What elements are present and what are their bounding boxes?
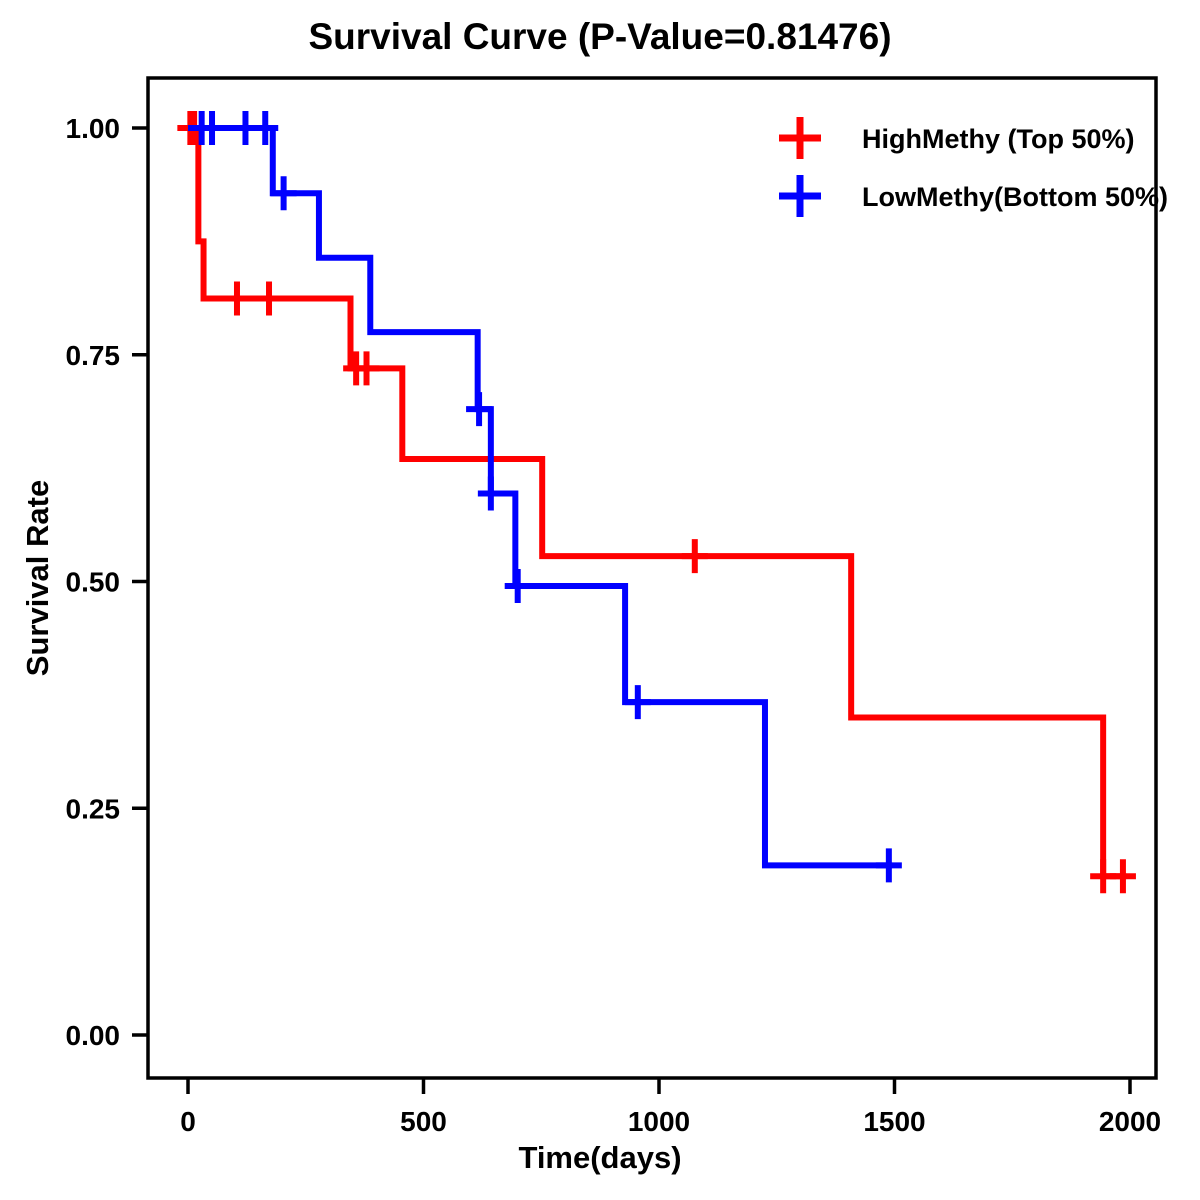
censor-plus-marker <box>256 281 283 316</box>
censor-plus-marker <box>353 351 380 386</box>
page-title: Survival Curve (P-Value=0.81476) <box>308 16 892 57</box>
survival-step-line <box>188 125 1127 880</box>
y-tick-label: 1.00 <box>66 113 121 144</box>
plus-marker-icon <box>779 175 821 217</box>
censor-plus-marker <box>1109 859 1136 894</box>
censor-plus-marker <box>270 176 297 211</box>
y-tick-label: 0.00 <box>66 1020 121 1051</box>
x-axis-title: Time(days) <box>518 1140 682 1175</box>
y-tick-label: 0.50 <box>66 567 121 598</box>
censor-plus-marker <box>466 392 493 427</box>
y-tick-label: 0.75 <box>66 340 121 371</box>
censor-plus-marker <box>199 111 226 145</box>
x-tick-label: 2000 <box>1099 1106 1161 1137</box>
censor-plus-marker <box>624 685 651 720</box>
legend-label: LowMethy(Bottom 50%) <box>862 182 1168 212</box>
legend-label: HighMethy (Top 50%) <box>862 124 1135 154</box>
censor-plus-marker <box>252 111 279 145</box>
x-tick-label: 1500 <box>863 1106 925 1137</box>
chart-legend: HighMethy (Top 50%) LowMethy(Bottom 50%) <box>779 117 1168 217</box>
y-tick-label: 0.25 <box>66 793 121 824</box>
censor-plus-marker <box>875 848 902 883</box>
censor-plus-marker <box>504 569 531 604</box>
axes-frame <box>146 76 1158 1080</box>
legend-item-high-methy[interactable]: HighMethy (Top 50%) <box>779 117 1135 159</box>
series-low-methy <box>188 111 902 883</box>
x-tick-label: 500 <box>400 1106 447 1137</box>
x-tick-label: 1000 <box>628 1106 690 1137</box>
censor-plus-marker <box>681 539 708 574</box>
legend-item-low-methy[interactable]: LowMethy(Bottom 50%) <box>779 175 1168 217</box>
x-tick-label: 0 <box>180 1106 196 1137</box>
censor-plus-marker <box>477 476 504 511</box>
plus-marker-icon <box>779 117 821 159</box>
series-layer <box>177 111 1136 894</box>
x-axis-ticks: 0 500 1000 1500 2000 <box>180 1078 1161 1137</box>
y-axis-ticks: 0.00 0.25 0.50 0.75 1.00 <box>66 113 148 1051</box>
censor-plus-marker <box>223 281 250 316</box>
